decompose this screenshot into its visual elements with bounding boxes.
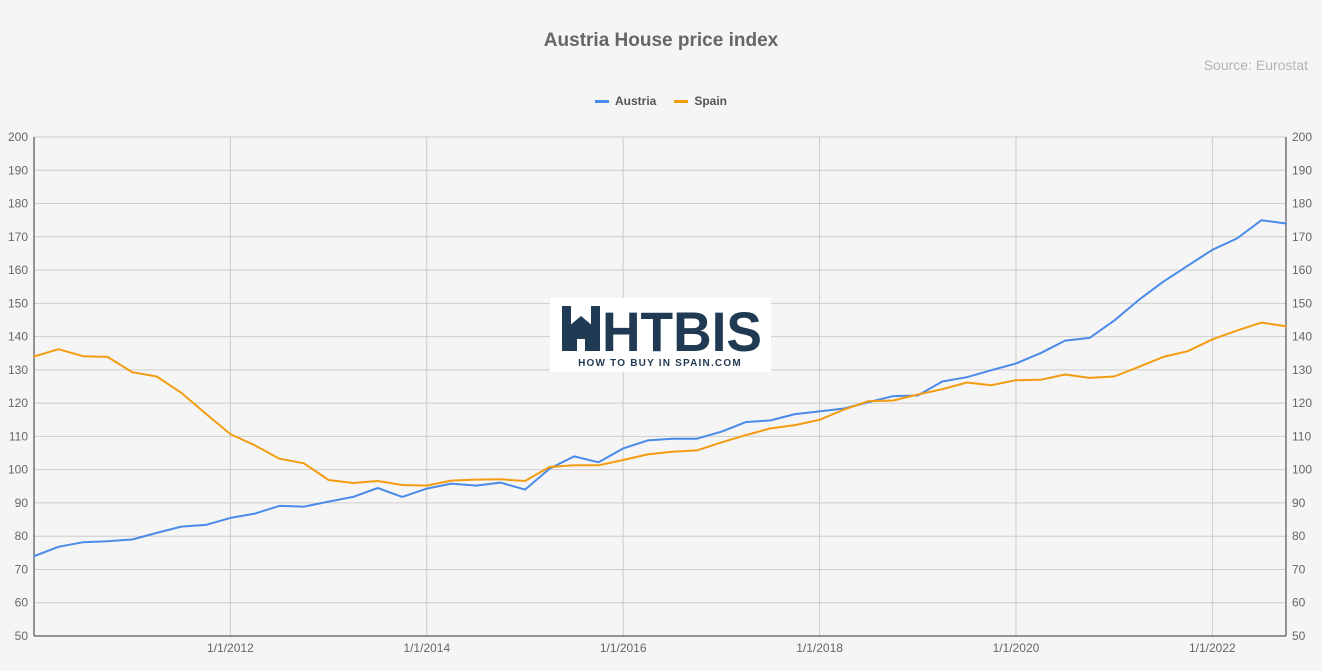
house-door-icon — [577, 339, 585, 351]
y-tick-label-right: 70 — [1292, 562, 1306, 576]
source-note: Source: Eurostat — [1203, 57, 1308, 73]
y-tick-label-left: 190 — [8, 163, 28, 177]
y-tick-label-left: 140 — [8, 330, 28, 344]
chart-title: Austria House price index — [543, 30, 779, 51]
legend-item-spain[interactable]: Spain — [674, 94, 727, 108]
legend-label-austria: Austria — [614, 94, 657, 108]
y-tick-label-right: 80 — [1292, 529, 1306, 543]
logo-tagline: HOW TO BUY IN SPAIN.COM — [578, 358, 742, 369]
y-tick-label-left: 100 — [8, 463, 28, 477]
y-tick-label-right: 90 — [1292, 496, 1306, 510]
y-tick-label-right: 130 — [1292, 363, 1312, 377]
htbis-logo-graphic: HTBIS HOW TO BUY IN SPAIN.COM — [562, 300, 762, 369]
y-tick-label-left: 130 — [8, 363, 28, 377]
x-tick-label: 1/1/2022 — [1189, 641, 1236, 655]
y-tick-label-left: 120 — [8, 396, 28, 410]
legend-swatch-austria — [594, 99, 609, 103]
series-line-austria — [33, 219, 1287, 558]
y-tick-label-left: 200 — [8, 130, 28, 144]
house-icon — [562, 316, 600, 351]
tick-label-layer: 50 50 60 60 70 70 80 80 90 90 100 100 110 110 120 120 13… — [8, 130, 1312, 655]
y-tick-label-right: 170 — [1292, 230, 1312, 244]
grid-layer — [34, 136, 1286, 637]
y-tick-label-left: 90 — [15, 496, 29, 510]
x-tick-label: 1/1/2018 — [796, 641, 843, 655]
y-tick-label-left: 110 — [9, 429, 28, 443]
legend-label-spain: Spain — [694, 94, 727, 108]
y-tick-label-right: 150 — [1292, 296, 1312, 310]
y-tick-label-left: 60 — [15, 596, 29, 610]
y-tick-label-right: 180 — [1292, 197, 1312, 211]
y-tick-label-right: 50 — [1292, 629, 1306, 643]
legend-item-austria[interactable]: Austria — [594, 94, 657, 108]
y-tick-label-left: 180 — [8, 197, 28, 211]
y-tick-label-right: 120 — [1292, 396, 1312, 410]
y-tick-label-left: 160 — [8, 263, 28, 277]
y-tick-label-right: 60 — [1292, 596, 1306, 610]
y-tick-label-left: 50 — [15, 629, 29, 643]
y-tick-label-left: 70 — [15, 562, 29, 576]
y-tick-label-left: 170 — [8, 230, 28, 244]
y-tick-label-right: 160 — [1292, 263, 1312, 277]
legend: Austria Spain — [0, 94, 1322, 108]
y-tick-label-right: 110 — [1292, 429, 1311, 443]
x-tick-label: 1/1/2020 — [993, 641, 1040, 655]
y-tick-label-right: 190 — [1292, 163, 1312, 177]
logo-brand-text: HTBIS — [602, 300, 762, 363]
series-layer — [33, 219, 1287, 558]
legend-swatch-spain — [674, 99, 689, 103]
y-tick-label-right: 140 — [1292, 330, 1312, 344]
htbis-watermark-logo: HTBIS HOW TO BUY IN SPAIN.COM — [550, 298, 771, 372]
x-tick-label: 1/1/2014 — [403, 641, 450, 655]
x-tick-label: 1/1/2016 — [600, 641, 647, 655]
y-tick-label-left: 150 — [8, 296, 28, 310]
x-tick-label: 1/1/2012 — [207, 641, 254, 655]
series-line-spain — [33, 321, 1287, 487]
y-tick-label-right: 100 — [1292, 463, 1312, 477]
y-tick-label-left: 80 — [15, 529, 29, 543]
axis-layer — [33, 137, 1287, 637]
y-tick-label-right: 200 — [1292, 130, 1312, 144]
